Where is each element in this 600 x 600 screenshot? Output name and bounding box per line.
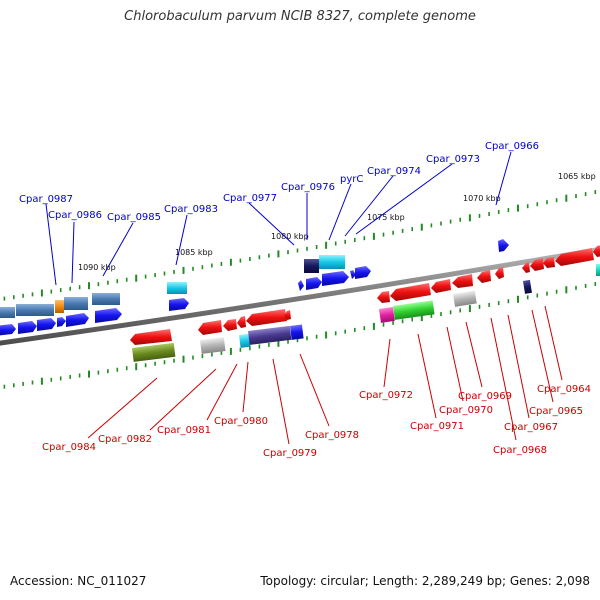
scale-label-1080: 1080 kbp bbox=[271, 232, 309, 241]
label-cpar-0979[interactable]: Cpar_0979 bbox=[263, 448, 317, 459]
accession-text: Accession: NC_011027 bbox=[10, 574, 147, 588]
gene-cpar-0988[interactable] bbox=[0, 307, 15, 318]
gene-arrow-fwd-10[interactable] bbox=[322, 271, 349, 286]
gene-cpar-0967-arrow[interactable] bbox=[495, 267, 504, 279]
label-cpar-0980[interactable]: Cpar_0980 bbox=[214, 416, 268, 427]
gene-cpar-0969-arrow[interactable] bbox=[452, 274, 473, 288]
label-cpar-0964[interactable]: Cpar_0964 bbox=[537, 384, 591, 395]
gene-arrow-fwd-8[interactable] bbox=[298, 280, 304, 291]
label-cpar-0986[interactable]: Cpar_0986 bbox=[48, 210, 102, 221]
gene-arrow-fwd-7[interactable] bbox=[169, 298, 189, 311]
label-cpar-0969[interactable]: Cpar_0969 bbox=[458, 391, 512, 402]
gene-arrow-fwd-9[interactable] bbox=[306, 277, 322, 290]
map-title: Chlorobaculum parvum NCIB 8327, complete… bbox=[124, 9, 476, 24]
label-cpar-0966[interactable]: Cpar_0966 bbox=[485, 141, 539, 152]
label-cpar-0982[interactable]: Cpar_0982 bbox=[98, 434, 152, 445]
scale-label-1085: 1085 kbp bbox=[175, 248, 213, 257]
gene-arrow-fwd-2[interactable] bbox=[18, 321, 37, 334]
genome-backbone bbox=[0, 246, 600, 346]
gene-pyrc[interactable] bbox=[319, 255, 345, 269]
gene-cpar-0967[interactable] bbox=[523, 279, 532, 294]
gene-cpar-0980[interactable] bbox=[238, 333, 251, 348]
gene-arrow-fwd-5[interactable] bbox=[66, 313, 89, 327]
label-cpar-0976[interactable]: Cpar_0976 bbox=[281, 182, 335, 193]
gene-cpar-0979[interactable] bbox=[248, 325, 292, 345]
gene-arrow-fwd-4[interactable] bbox=[57, 317, 66, 327]
gene-cpar-0966[interactable] bbox=[596, 264, 600, 276]
gene-cpar-0976[interactable] bbox=[304, 259, 319, 273]
gene-arrow-rev-17[interactable] bbox=[593, 245, 600, 257]
gene-cpar-0978[interactable] bbox=[290, 324, 304, 340]
gene-cpar-0972[interactable] bbox=[379, 307, 395, 323]
gene-cpar-0972-arrow[interactable] bbox=[377, 291, 390, 303]
label-cpar-0984[interactable]: Cpar_0984 bbox=[42, 442, 96, 453]
scale-label-1070: 1070 kbp bbox=[463, 194, 501, 203]
reverse-leader-lines bbox=[87, 305, 563, 445]
topology-text: Topology: circular; Length: 2,289,249 bp… bbox=[260, 574, 590, 588]
gene-cpar-0982-arrow[interactable] bbox=[198, 320, 222, 335]
label-cpar-0972[interactable]: Cpar_0972 bbox=[359, 390, 413, 401]
reverse-strand-genes bbox=[130, 245, 600, 362]
gene-cpar-0969[interactable] bbox=[453, 290, 477, 307]
gene-cpar-0970-arrow[interactable] bbox=[431, 279, 451, 293]
scale-label-1090: 1090 kbp bbox=[78, 263, 116, 272]
gene-cpar-0986[interactable] bbox=[64, 297, 88, 310]
label-cpar-0967[interactable]: Cpar_0967 bbox=[504, 422, 558, 433]
label-cpar-0965[interactable]: Cpar_0965 bbox=[529, 406, 583, 417]
gene-cpar-0985[interactable] bbox=[92, 293, 120, 305]
label-cpar-0978[interactable]: Cpar_0978 bbox=[305, 430, 359, 441]
gene-arrow-fwd-6[interactable] bbox=[95, 308, 122, 323]
gene-cpar-0984[interactable] bbox=[131, 342, 176, 362]
outer-scale-track bbox=[3, 190, 597, 301]
label-cpar-0983[interactable]: Cpar_0983 bbox=[164, 204, 218, 215]
gene-cpar-0965b-arrow[interactable] bbox=[530, 258, 544, 271]
gene-cpar-0971-arrow[interactable] bbox=[390, 283, 431, 301]
gene-cpar-0980-arrow[interactable] bbox=[237, 316, 246, 328]
gene-cpar-0982[interactable] bbox=[200, 337, 226, 354]
gene-cpar-0984-arrow[interactable] bbox=[130, 329, 172, 345]
gene-arrow-fwd-11[interactable] bbox=[350, 270, 356, 279]
gene-cpar-0986-small[interactable] bbox=[55, 300, 64, 313]
inner-scale-track bbox=[3, 282, 597, 389]
gene-cpar-0968-arrow[interactable] bbox=[477, 270, 491, 283]
gene-arrow-fwd-1[interactable] bbox=[0, 324, 16, 336]
forward-strand-genes bbox=[0, 239, 600, 336]
label-cpar-0970[interactable]: Cpar_0970 bbox=[439, 405, 493, 416]
gene-arrow-rev-6[interactable] bbox=[284, 310, 291, 320]
label-cpar-0973[interactable]: Cpar_0973 bbox=[426, 154, 480, 165]
scale-label-1065: 1065 kbp bbox=[558, 172, 596, 181]
gene-cpar-0964-arrow[interactable] bbox=[555, 248, 594, 266]
label-cpar-0977[interactable]: Cpar_0977 bbox=[223, 193, 277, 204]
gene-arrow-fwd-13[interactable] bbox=[498, 239, 509, 252]
label-cpar-0985[interactable]: Cpar_0985 bbox=[107, 212, 161, 223]
gene-cpar-0971[interactable] bbox=[393, 300, 435, 320]
label-cpar-0974[interactable]: Cpar_0974 bbox=[367, 166, 421, 177]
label-cpar-0971[interactable]: Cpar_0971 bbox=[410, 421, 464, 432]
gene-arrow-rev-15[interactable] bbox=[543, 257, 555, 268]
forward-leader-lines bbox=[45, 151, 512, 286]
gene-cpar-0965-arrow[interactable] bbox=[522, 262, 530, 273]
label-cpar-0981[interactable]: Cpar_0981 bbox=[157, 425, 211, 436]
label-pyrc[interactable]: pyrC bbox=[340, 174, 363, 185]
gene-cpar-0987[interactable] bbox=[16, 304, 54, 316]
gene-arrow-fwd-12[interactable] bbox=[355, 266, 371, 279]
scale-label-1075: 1075 kbp bbox=[367, 213, 405, 222]
label-cpar-0968[interactable]: Cpar_0968 bbox=[493, 445, 547, 456]
label-cpar-0987[interactable]: Cpar_0987 bbox=[19, 194, 73, 205]
gene-cpar-0981-arrow[interactable] bbox=[223, 319, 237, 331]
gene-arrow-fwd-3[interactable] bbox=[37, 318, 56, 331]
gene-cpar-0979-arrow[interactable] bbox=[246, 309, 287, 326]
gene-cpar-0983[interactable] bbox=[167, 282, 187, 294]
